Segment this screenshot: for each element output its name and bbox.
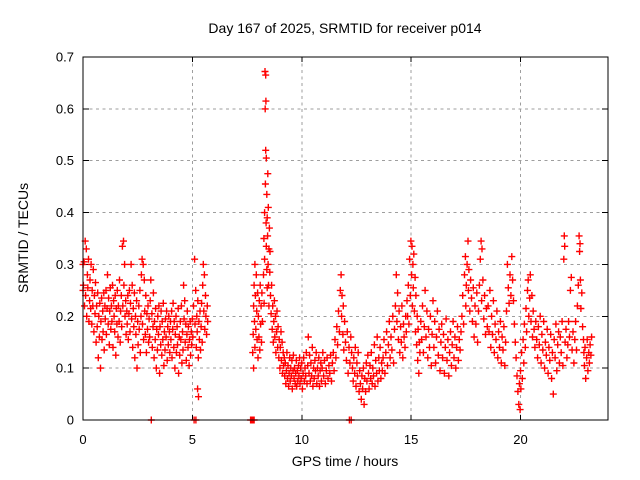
y-tick-label: 0.7 bbox=[56, 50, 74, 65]
y-axis-label: SRMTID / TECUs bbox=[15, 183, 31, 293]
data-points-layer bbox=[79, 68, 596, 424]
x-tick-label: 0 bbox=[79, 432, 86, 447]
y-tick-label: 0.5 bbox=[56, 153, 74, 168]
x-axis-label: GPS time / hours bbox=[292, 453, 399, 469]
y-tick-label: 0.6 bbox=[56, 101, 74, 116]
chart-title: Day 167 of 2025, SRMTID for receiver p01… bbox=[208, 20, 481, 36]
plot-border bbox=[82, 56, 609, 421]
data-points-SRMTID bbox=[79, 68, 596, 424]
x-tick-label: 20 bbox=[513, 432, 527, 447]
y-tick-label: 0 bbox=[67, 413, 74, 428]
y-tick-label: 0.4 bbox=[56, 205, 74, 220]
x-tick-label: 5 bbox=[189, 432, 196, 447]
x-tick-label: 10 bbox=[295, 432, 309, 447]
y-tick-label: 0.2 bbox=[56, 309, 74, 324]
y-tick-label: 0.1 bbox=[56, 361, 74, 376]
y-tick-label: 0.3 bbox=[56, 257, 74, 272]
tick-labels: 0 5 10 15 20 0 0.1 0.2 0.3 0.4 0.5 0.6 0.7 bbox=[56, 50, 528, 448]
x-tick-label: 15 bbox=[404, 432, 418, 447]
